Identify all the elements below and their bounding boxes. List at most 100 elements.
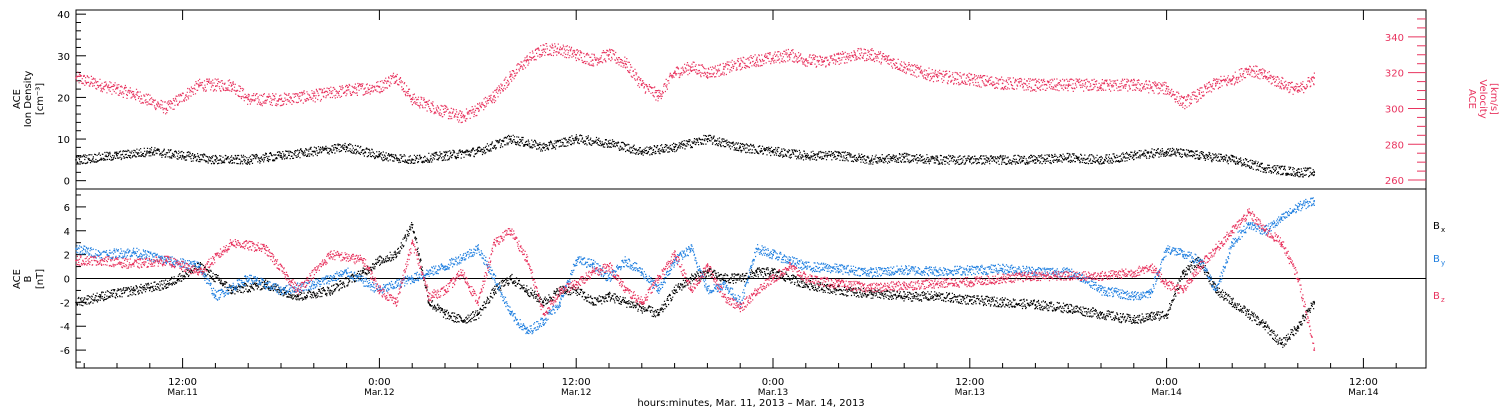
velocity-point bbox=[247, 98, 250, 101]
by-point bbox=[772, 253, 774, 256]
bx-point bbox=[673, 289, 676, 292]
velocity-point bbox=[558, 48, 561, 51]
by-point bbox=[706, 289, 709, 292]
velocity-point bbox=[968, 78, 971, 81]
bx-point bbox=[1313, 301, 1316, 304]
by-point bbox=[1296, 206, 1299, 208]
bx-point bbox=[870, 293, 873, 295]
ion-density-point bbox=[476, 150, 479, 153]
bz-point bbox=[837, 283, 840, 286]
by-point bbox=[411, 277, 414, 280]
bz-point bbox=[1165, 283, 1168, 286]
bx-point bbox=[329, 289, 332, 292]
bx-point bbox=[509, 277, 512, 280]
by-point bbox=[903, 269, 906, 271]
bz-point bbox=[1247, 212, 1250, 214]
density-tick-label: 10 bbox=[57, 135, 70, 146]
bx-point bbox=[362, 271, 364, 274]
velocity-point bbox=[739, 62, 742, 65]
velocity-point bbox=[1100, 84, 1102, 87]
bx-point bbox=[903, 295, 906, 298]
velocity-point bbox=[1231, 78, 1234, 81]
velocity-point bbox=[690, 66, 692, 69]
bx-point bbox=[640, 307, 643, 310]
velocity-point bbox=[1132, 84, 1135, 87]
velocity-axis-label-line3: [km/s] bbox=[1488, 83, 1499, 115]
ion-density-point bbox=[1001, 159, 1004, 161]
velocity-point bbox=[919, 71, 922, 74]
bx-point bbox=[624, 301, 627, 304]
velocity-point bbox=[870, 53, 873, 56]
ion-density-point bbox=[804, 154, 807, 157]
legend-bz: B z bbox=[1433, 291, 1445, 304]
by-point bbox=[1132, 295, 1135, 298]
bz-point bbox=[936, 282, 938, 285]
ion-density-point bbox=[772, 150, 774, 153]
ion-density-point bbox=[739, 146, 742, 149]
velocity-point bbox=[1165, 87, 1168, 90]
velocity-point bbox=[903, 66, 906, 69]
velocity-axis-ticks: 260 280 300 320 340 bbox=[1385, 18, 1426, 187]
bx-point bbox=[739, 277, 742, 280]
bz-point bbox=[99, 259, 102, 262]
by-point bbox=[591, 263, 594, 266]
bz-point bbox=[1214, 247, 1217, 250]
bz-point bbox=[755, 289, 758, 292]
density-tick-label: 30 bbox=[57, 52, 70, 63]
bx-point bbox=[427, 301, 430, 304]
field-tick-label: -4 bbox=[60, 322, 70, 333]
by-point bbox=[837, 268, 840, 270]
time-tick-label: 0:00 bbox=[1155, 377, 1177, 388]
field-tick-label: 6 bbox=[64, 203, 70, 214]
ion-density-point bbox=[312, 150, 315, 153]
bz-point bbox=[673, 253, 676, 256]
by-point bbox=[1280, 217, 1283, 220]
bx-point bbox=[755, 271, 758, 274]
by-point bbox=[608, 277, 610, 280]
legend-bx-label: B bbox=[1433, 221, 1440, 232]
velocity-point bbox=[526, 59, 528, 61]
bx-point bbox=[722, 277, 725, 280]
bx-point bbox=[657, 313, 660, 316]
bz-point bbox=[230, 241, 233, 244]
ion-density-point bbox=[247, 159, 250, 161]
ion-density-point bbox=[903, 156, 906, 159]
legend-bz-label: B bbox=[1433, 291, 1440, 302]
magnetic-field-data bbox=[75, 197, 1316, 351]
by-point bbox=[526, 331, 528, 334]
bx-point bbox=[378, 259, 381, 262]
bz-point bbox=[1313, 349, 1316, 351]
velocity-point bbox=[936, 75, 938, 78]
ion-density-point bbox=[116, 154, 118, 157]
velocity-point bbox=[706, 71, 709, 74]
velocity-point bbox=[1214, 82, 1217, 85]
velocity-point bbox=[1313, 77, 1316, 79]
bz-point bbox=[394, 301, 397, 304]
velocity-point bbox=[1182, 102, 1184, 104]
bx-point bbox=[411, 223, 414, 226]
by-point bbox=[444, 265, 446, 268]
velocity-point bbox=[493, 95, 496, 97]
legend-bz-sub: z bbox=[1441, 296, 1445, 304]
ion-density-point bbox=[509, 138, 512, 140]
density-axis-label-line1: ACE bbox=[12, 89, 23, 109]
velocity-point bbox=[1034, 84, 1037, 87]
by-point bbox=[968, 269, 971, 271]
bz-point bbox=[903, 284, 906, 287]
bz-point bbox=[722, 295, 725, 298]
bx-point bbox=[804, 283, 807, 286]
velocity-point bbox=[640, 84, 643, 87]
velocity-point bbox=[854, 53, 856, 56]
by-point bbox=[542, 319, 545, 322]
density-velocity-panel: 0 10 20 30 40 260 280 300 320 340 ACE Ion Densit… bbox=[12, 9, 1499, 190]
by-point bbox=[476, 247, 479, 250]
bx-point bbox=[690, 277, 692, 280]
ion-density-point bbox=[345, 146, 348, 149]
velocity-point bbox=[312, 95, 315, 97]
by-point bbox=[673, 259, 676, 262]
velocity-point bbox=[444, 111, 446, 113]
bz-point bbox=[476, 301, 479, 304]
bz-point bbox=[493, 241, 496, 244]
by-point bbox=[493, 277, 496, 280]
field-tick-label: -2 bbox=[60, 298, 70, 309]
